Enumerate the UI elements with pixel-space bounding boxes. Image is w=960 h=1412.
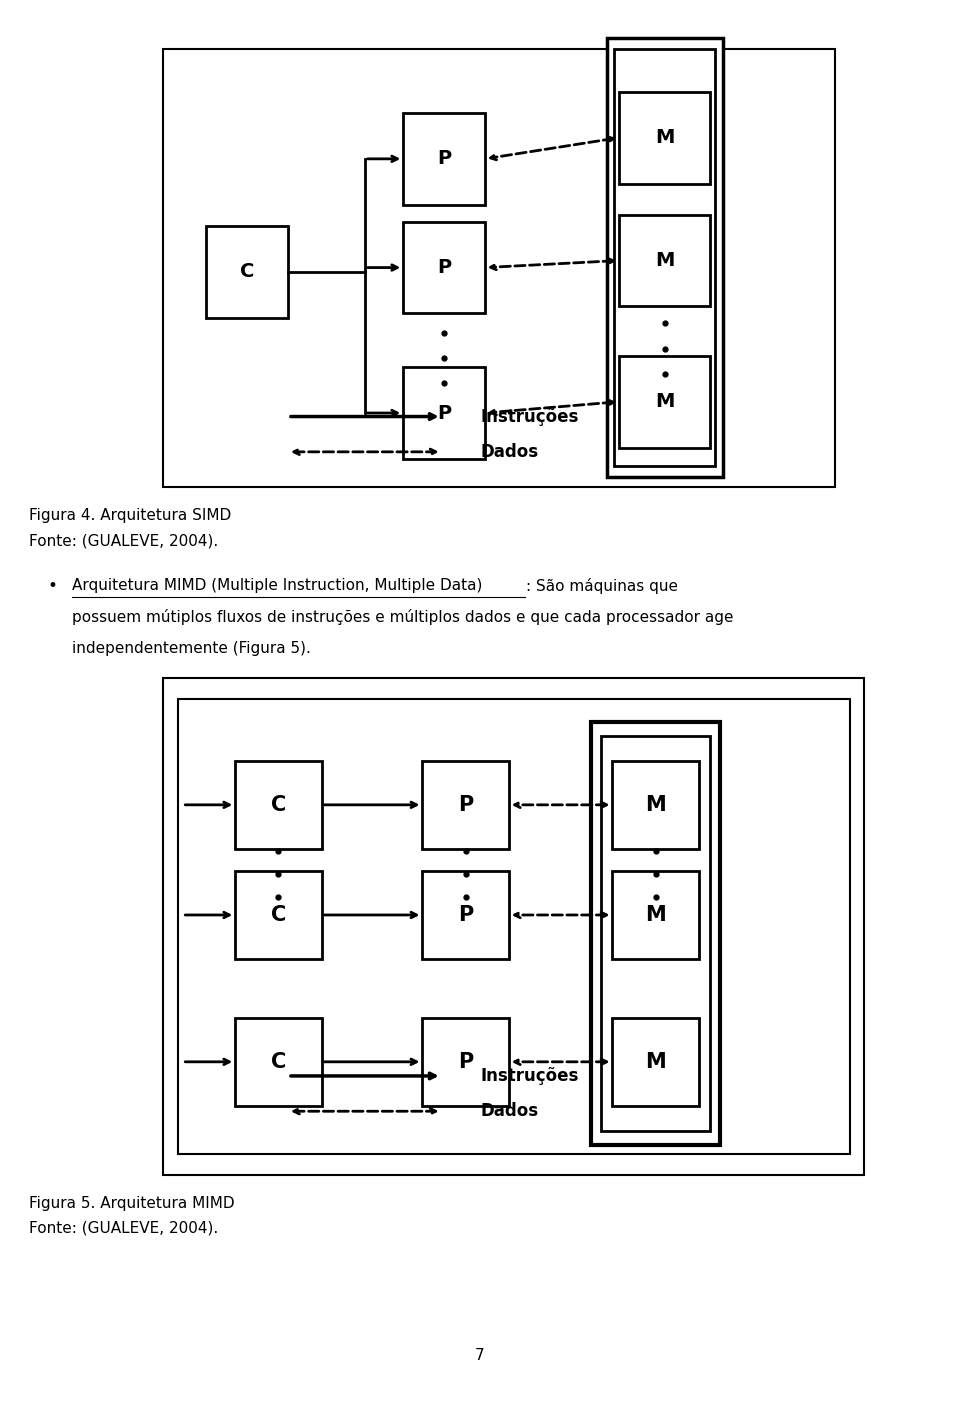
Bar: [422, 871, 509, 959]
Bar: [403, 113, 485, 205]
Text: possuem mútiplos fluxos de instruções e múltiplos dados e que cada processador a: possuem mútiplos fluxos de instruções e …: [72, 609, 733, 626]
Text: C: C: [271, 905, 286, 925]
Bar: [422, 761, 509, 849]
Bar: [607, 38, 723, 477]
Bar: [612, 871, 699, 959]
Bar: [403, 367, 485, 459]
Text: C: C: [240, 263, 254, 281]
Bar: [235, 871, 322, 959]
Bar: [206, 226, 288, 318]
Text: Arquitetura MIMD (Multiple Instruction, Multiple Data): Arquitetura MIMD (Multiple Instruction, …: [72, 579, 482, 593]
Text: M: M: [645, 905, 666, 925]
Text: M: M: [655, 393, 675, 411]
Text: P: P: [437, 150, 451, 168]
Text: C: C: [271, 795, 286, 815]
Text: Fonte: (GUALEVE, 2004).: Fonte: (GUALEVE, 2004).: [29, 1221, 218, 1236]
Text: P: P: [437, 404, 451, 422]
Text: P: P: [458, 905, 473, 925]
Text: M: M: [655, 251, 675, 270]
Text: Dados: Dados: [480, 1103, 539, 1120]
Bar: [614, 49, 715, 466]
Text: P: P: [458, 1052, 473, 1072]
Bar: [601, 736, 710, 1131]
Text: P: P: [458, 795, 473, 815]
Bar: [235, 1018, 322, 1106]
Bar: [163, 49, 835, 487]
Bar: [163, 678, 864, 1175]
Text: Figura 4. Arquitetura SIMD: Figura 4. Arquitetura SIMD: [29, 508, 231, 522]
Bar: [178, 699, 850, 1154]
Bar: [422, 1018, 509, 1106]
Text: •: •: [48, 578, 58, 594]
Text: Fonte: (GUALEVE, 2004).: Fonte: (GUALEVE, 2004).: [29, 534, 218, 548]
Bar: [619, 92, 710, 184]
Text: Figura 5. Arquitetura MIMD: Figura 5. Arquitetura MIMD: [29, 1196, 234, 1210]
Bar: [591, 722, 720, 1145]
Text: : São máquinas que: : São máquinas que: [526, 578, 678, 594]
Text: M: M: [645, 795, 666, 815]
Bar: [619, 215, 710, 306]
Bar: [612, 1018, 699, 1106]
Bar: [235, 761, 322, 849]
Bar: [403, 222, 485, 313]
Text: M: M: [655, 128, 675, 147]
Text: C: C: [271, 1052, 286, 1072]
Text: Instruções: Instruções: [480, 408, 578, 425]
Text: independentemente (Figura 5).: independentemente (Figura 5).: [72, 641, 311, 655]
Text: Dados: Dados: [480, 443, 539, 460]
Text: 7: 7: [475, 1348, 485, 1363]
Text: M: M: [645, 1052, 666, 1072]
Bar: [612, 761, 699, 849]
Text: P: P: [437, 258, 451, 277]
Bar: [619, 356, 710, 448]
Text: Instruções: Instruções: [480, 1067, 578, 1084]
